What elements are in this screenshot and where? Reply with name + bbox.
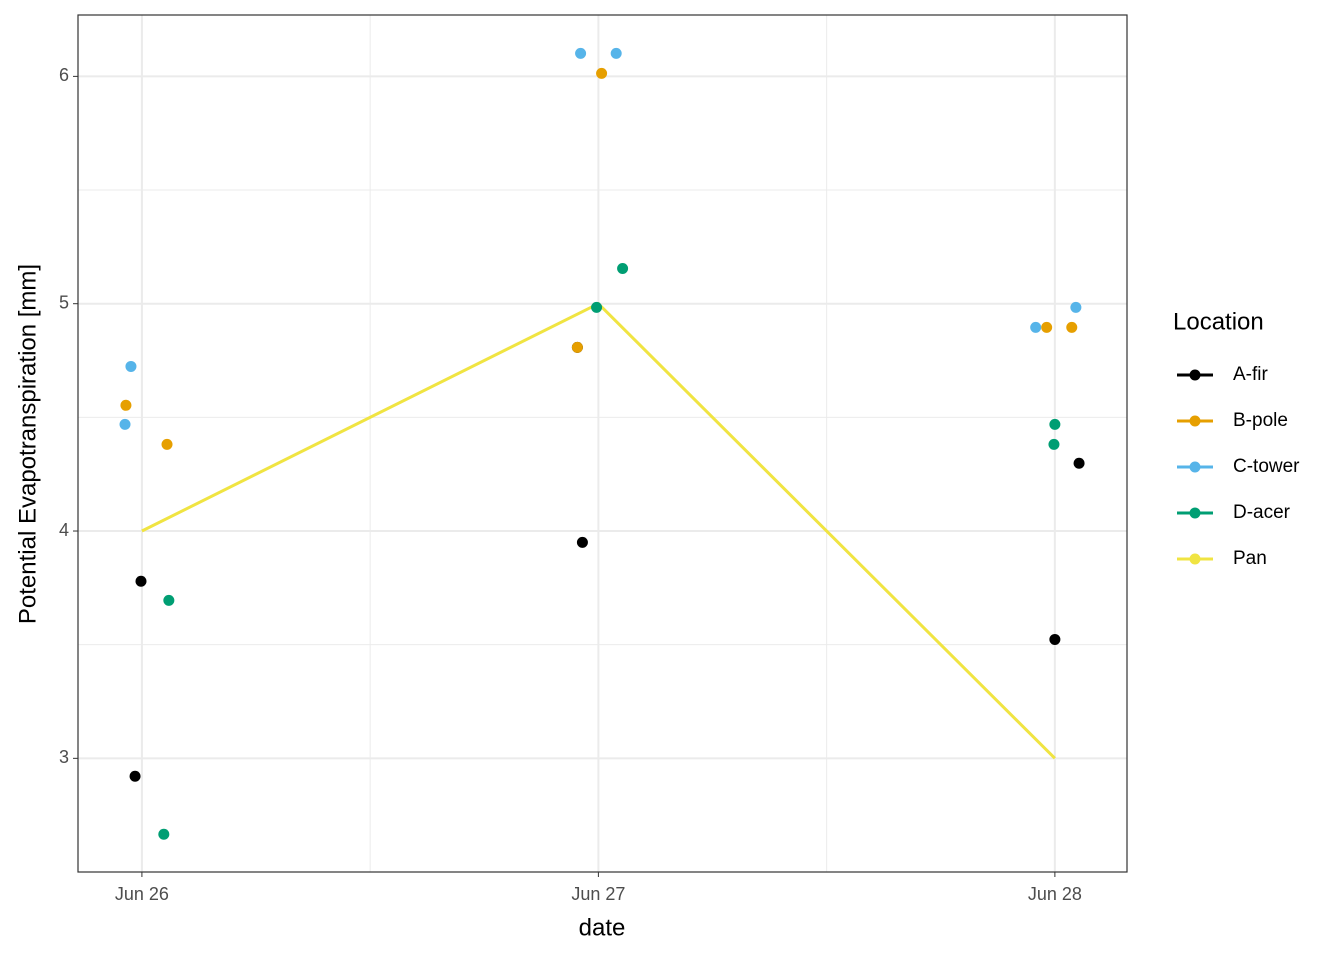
legend-title: Location xyxy=(1173,308,1264,335)
point xyxy=(1070,301,1082,313)
point xyxy=(610,47,622,59)
point xyxy=(571,341,583,353)
legend-label: D-acer xyxy=(1233,502,1291,523)
legend-label: A-fir xyxy=(1233,364,1269,385)
point xyxy=(1049,418,1061,430)
plot-background xyxy=(78,15,1127,872)
point xyxy=(575,47,587,59)
legend-label: C-tower xyxy=(1233,456,1300,477)
panel-border xyxy=(77,14,1128,873)
point xyxy=(576,536,588,548)
point xyxy=(1048,438,1060,450)
y-tick-label: 5 xyxy=(59,292,69,312)
x-tick-label: Jun 28 xyxy=(1028,884,1082,904)
point xyxy=(591,301,603,313)
point xyxy=(158,828,170,840)
point xyxy=(129,770,141,782)
point xyxy=(1049,633,1061,645)
legend-key-point xyxy=(1189,553,1201,565)
point xyxy=(596,67,608,79)
point xyxy=(617,262,629,274)
x-axis-title: date xyxy=(579,914,626,941)
x-tick-label: Jun 26 xyxy=(115,884,169,904)
legend-label: B-pole xyxy=(1233,410,1288,431)
point xyxy=(120,399,132,411)
y-axis-title: Potential Evapotranspiration [mm] xyxy=(14,264,41,624)
y-tick-label: 4 xyxy=(59,520,69,540)
legend-label: Pan xyxy=(1233,548,1267,569)
point xyxy=(161,438,173,450)
point xyxy=(1066,321,1078,333)
x-tick-label: Jun 27 xyxy=(571,884,625,904)
point xyxy=(1073,457,1085,469)
legend-key-point xyxy=(1189,369,1201,381)
y-tick-label: 6 xyxy=(59,65,69,85)
point xyxy=(135,575,147,587)
point xyxy=(1030,321,1042,333)
legend-key-point xyxy=(1189,415,1201,427)
legend-key-point xyxy=(1189,507,1201,519)
point xyxy=(125,360,137,372)
point xyxy=(1041,321,1053,333)
point xyxy=(119,418,131,430)
y-tick-label: 3 xyxy=(59,747,69,767)
legend-key-point xyxy=(1189,461,1201,473)
point xyxy=(163,594,175,606)
